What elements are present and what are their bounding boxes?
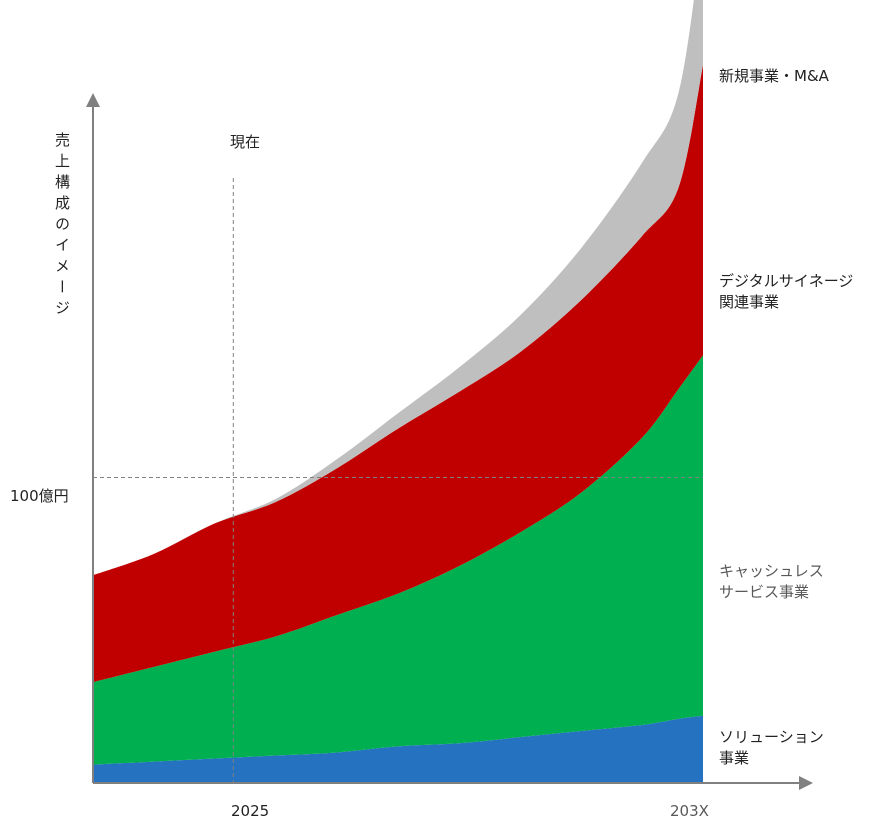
axes-group [86, 93, 813, 790]
legend-label-new-business: 新規事業・M&A [719, 66, 829, 87]
legend-text-line2: サービス事業 [719, 583, 810, 601]
area-series-4 [93, 0, 703, 576]
area-series-group [93, 0, 703, 783]
guide-lines-group [93, 178, 703, 783]
legend-text-line1: ソリューション [719, 728, 824, 746]
legend-text-line2: 関連事業 [719, 293, 780, 311]
y-axis-label: 売上構成のイメージ [53, 132, 71, 321]
current-marker-label: 現在 [230, 133, 261, 151]
area-series-1 [93, 715, 703, 783]
y-reference-label: 100億円 [10, 487, 69, 505]
legend-text: 新規事業・M&A [719, 67, 829, 85]
legend-text-line1: デジタルサイネージ [719, 272, 854, 290]
x-axis-arrow-icon [799, 776, 813, 790]
area-series-2 [93, 355, 703, 765]
legend-text-line2: 事業 [719, 749, 750, 767]
x-tick-2025: 2025 [231, 802, 270, 820]
legend-label-signage: デジタルサイネージ 関連事業 [719, 271, 853, 313]
legend-label-solution: ソリューション 事業 [719, 727, 824, 769]
x-tick-203x: 203X [670, 802, 709, 820]
y-axis-arrow-icon [86, 93, 100, 107]
legend-label-cashless: キャッシュレス サービス事業 [719, 561, 824, 603]
legend-text-line1: キャッシュレス [719, 562, 824, 580]
area-series-3 [93, 64, 703, 683]
